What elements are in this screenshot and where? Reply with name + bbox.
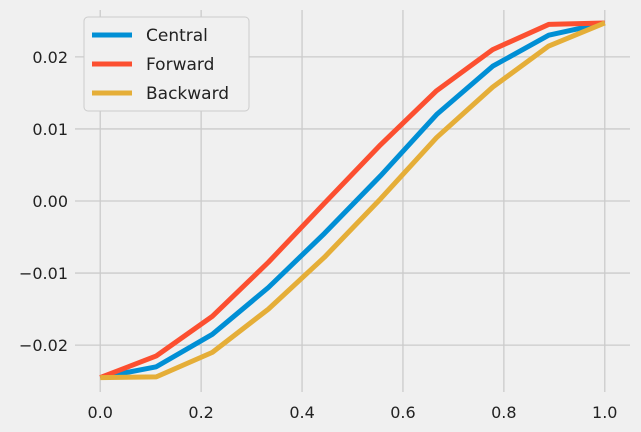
legend-label-backward: Backward [146,84,229,104]
y-axis-ticks: −0.02 −0.01 0.00 0.01 0.02 [19,48,68,355]
series-line-forward [99,20,605,380]
x-tick-label: 0.2 [188,403,213,422]
series-line-central [99,20,606,381]
series-line-backward [100,20,606,381]
x-tick-label: 0.0 [88,403,113,422]
series-lines [99,20,606,381]
y-tick-label: −0.02 [19,336,68,355]
legend-label-central: Central [146,26,208,46]
y-tick-label: 0.01 [32,120,68,139]
y-tick-label: −0.01 [19,264,68,283]
x-tick-label: 1.0 [592,403,617,422]
legend-label-forward: Forward [146,55,214,75]
legend: Central Forward Backward [83,16,250,112]
x-tick-label: 0.6 [390,403,415,422]
x-tick-label: 0.8 [491,403,516,422]
y-tick-label: 0.00 [32,192,68,211]
y-tick-label: 0.02 [32,48,68,67]
x-axis-ticks: 0.0 0.2 0.4 0.6 0.8 1.0 [88,403,618,422]
x-tick-label: 0.4 [289,403,314,422]
legend-box [83,16,250,112]
